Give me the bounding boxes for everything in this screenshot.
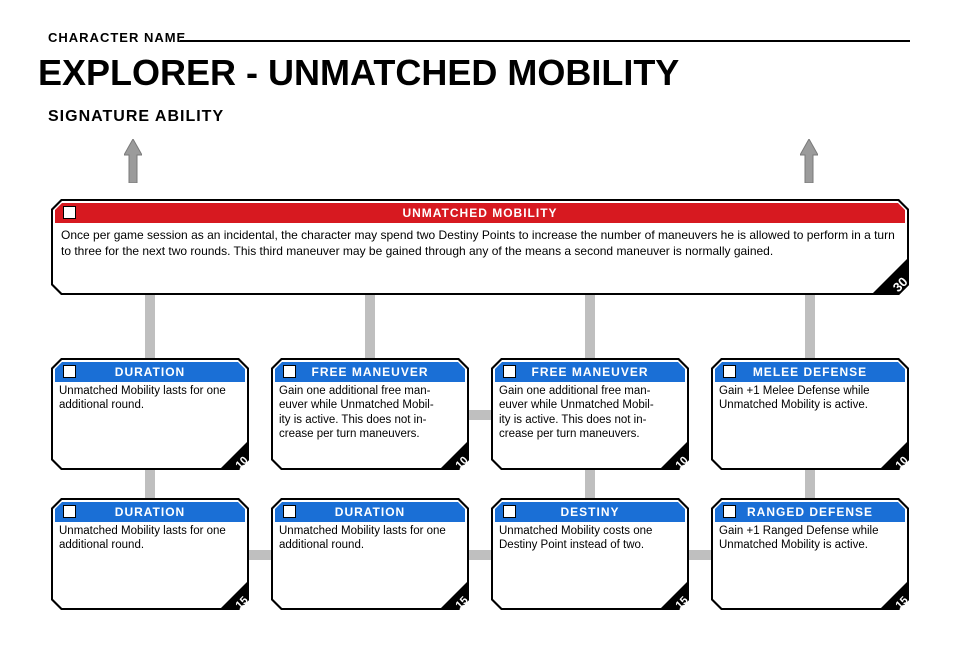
purchased-checkbox[interactable] [503, 365, 516, 378]
connector [469, 410, 491, 420]
card-text: Once per game session as an incidental, … [61, 227, 899, 259]
talent-card: MELEE DEFENSE Gain +1 Melee Defense while… [711, 358, 909, 470]
talent-card: DURATION Unmatched Mobility lasts for one… [51, 358, 249, 470]
page-subtitle: SIGNATURE ABILITY [48, 108, 224, 126]
up-arrow-icon [800, 139, 818, 183]
purchased-checkbox[interactable] [63, 365, 76, 378]
card-title: UNMATCHED MOBILITY [402, 206, 557, 220]
card-title: FREE MANEUVER [311, 365, 428, 379]
card-text: Gain one additional free man- euver whil… [499, 384, 681, 442]
purchased-checkbox[interactable] [723, 365, 736, 378]
talent-card: FREE MANEUVER Gain one additional free ma… [491, 358, 689, 470]
card-title: DESTINY [560, 505, 619, 519]
card-text: Unmatched Mobility lasts for one additio… [279, 524, 461, 553]
up-arrow-icon [124, 139, 142, 183]
connector [689, 550, 711, 560]
card-header: FREE MANEUVER [495, 362, 685, 382]
card-text: Gain +1 Melee Defense while Unmatched Mo… [719, 384, 901, 413]
page: CHARACTER NAME EXPLORER - UNMATCHED MOBI… [0, 0, 960, 672]
card-title: DURATION [115, 365, 185, 379]
talent-card: DURATION Unmatched Mobility lasts for one… [51, 498, 249, 610]
connector [365, 295, 375, 358]
card-header: DURATION [275, 502, 465, 522]
card-header: DURATION [55, 362, 245, 382]
card-text: Unmatched Mobility lasts for one additio… [59, 524, 241, 553]
connector [805, 295, 815, 358]
connector [145, 295, 155, 358]
purchased-checkbox[interactable] [503, 505, 516, 518]
purchased-checkbox[interactable] [63, 505, 76, 518]
card-header: DURATION [55, 502, 245, 522]
card-text: Unmatched Mobility costs one Destiny Poi… [499, 524, 681, 553]
connector [249, 550, 271, 560]
connector [805, 470, 815, 498]
card-header: FREE MANEUVER [275, 362, 465, 382]
purchased-checkbox[interactable] [63, 206, 76, 219]
character-name-line [180, 40, 910, 42]
connector [585, 295, 595, 358]
connector [469, 550, 491, 560]
card-text: Unmatched Mobility lasts for one additio… [59, 384, 241, 413]
card-title: DURATION [335, 505, 405, 519]
purchased-checkbox[interactable] [283, 505, 296, 518]
card-text: Gain +1 Ranged Defense while Unmatched M… [719, 524, 901, 553]
talent-card: RANGED DEFENSE Gain +1 Ranged Defense whi… [711, 498, 909, 610]
talent-card: DESTINY Unmatched Mobility costs one Dest… [491, 498, 689, 610]
card-header: UNMATCHED MOBILITY [55, 203, 905, 223]
card-header: MELEE DEFENSE [715, 362, 905, 382]
card-title: FREE MANEUVER [531, 365, 648, 379]
talent-card: FREE MANEUVER Gain one additional free ma… [271, 358, 469, 470]
root-ability-card: UNMATCHED MOBILITY Once per game session … [51, 199, 909, 295]
card-text: Gain one additional free man- euver whil… [279, 384, 461, 442]
connector [145, 470, 155, 498]
connector [585, 470, 595, 498]
card-header: DESTINY [495, 502, 685, 522]
purchased-checkbox[interactable] [283, 365, 296, 378]
character-name-label: CHARACTER NAME [48, 30, 186, 45]
card-title: DURATION [115, 505, 185, 519]
page-title: EXPLORER - UNMATCHED MOBILITY [38, 52, 679, 94]
talent-card: DURATION Unmatched Mobility lasts for one… [271, 498, 469, 610]
card-title: RANGED DEFENSE [747, 505, 873, 519]
purchased-checkbox[interactable] [723, 505, 736, 518]
card-title: MELEE DEFENSE [753, 365, 867, 379]
card-header: RANGED DEFENSE [715, 502, 905, 522]
root-ability-card: UNMATCHED MOBILITY Once per game session … [51, 199, 909, 295]
